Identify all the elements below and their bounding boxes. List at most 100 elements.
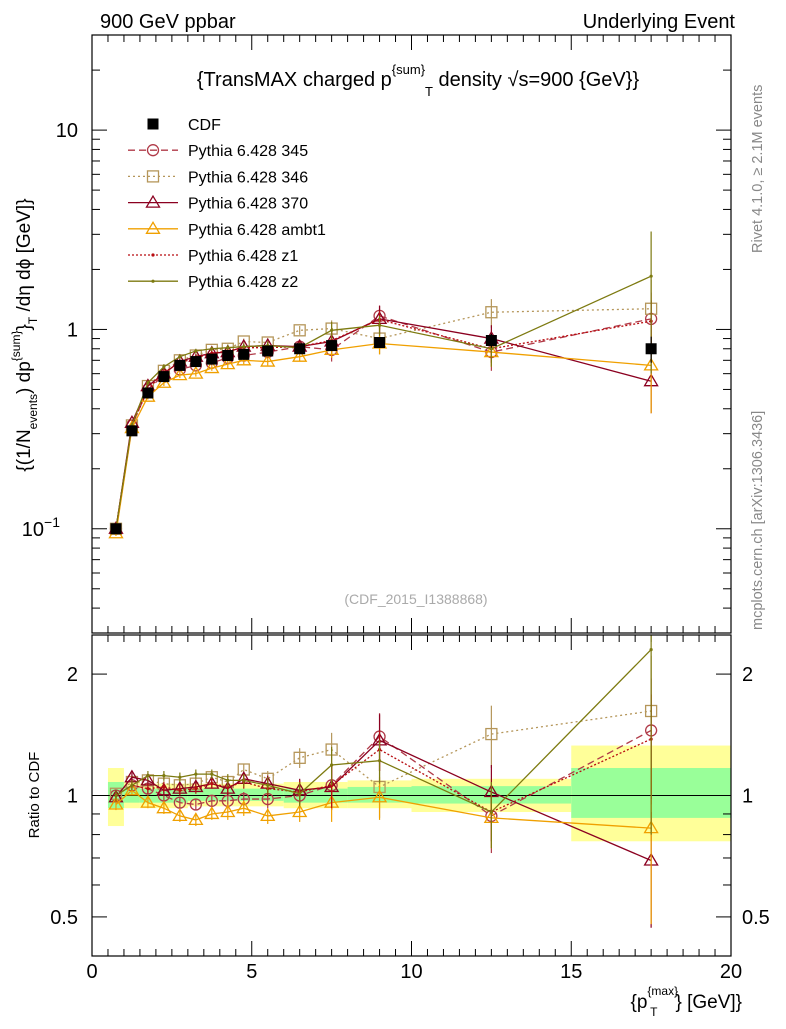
data-point-z2 [226, 346, 230, 350]
data-point-cdf [294, 343, 306, 355]
ratio-point-p346 [293, 751, 306, 764]
series-p345 [109, 292, 658, 535]
ratio-point-ambt1 [172, 808, 188, 822]
ratio-point-z2 [649, 648, 653, 652]
data-point-cdf [326, 340, 338, 352]
ratio-point-z2 [226, 778, 230, 783]
ratio-point-ambt1 [204, 806, 220, 820]
data-point-z2 [489, 347, 493, 351]
x-axis-label: {p{max} T} [GeV]} [631, 984, 743, 1019]
data-point-z2 [210, 347, 214, 351]
main-ylabel: {(1/Nevents) dp{sum}}T /dη dϕ [GeV]} [9, 198, 40, 471]
ratio-series-group [108, 635, 659, 928]
data-point-ambt1 [220, 356, 236, 370]
data-point-z2 [194, 349, 198, 353]
ratio-point-z1 [146, 787, 150, 791]
legend-marker-cdf [147, 118, 159, 130]
data-point-cdf [126, 425, 138, 437]
ratio-point-z2 [130, 783, 134, 787]
data-point-cdf [142, 387, 154, 399]
x-tick-label: 0 [86, 961, 97, 983]
y-tick-label: 1 [67, 319, 78, 341]
series-z1 [114, 300, 653, 532]
ratio-point-ambt1 [124, 782, 140, 796]
ratio-point-ambt1 [220, 804, 236, 818]
analysis-watermark: (CDF_2015_I1388868) [344, 591, 487, 607]
legend-marker-p370 [145, 194, 161, 208]
ratio-point-p370 [156, 782, 172, 796]
series-cdf [110, 333, 657, 535]
legend-marker-p345 [146, 144, 160, 157]
ratio-point-ambt1 [188, 812, 204, 826]
ratio-point-z1 [194, 787, 198, 791]
legend-label-p346: Pythia 6.428 346 [188, 169, 308, 186]
x-tick-label: 10 [400, 961, 422, 983]
data-point-ambt1 [172, 367, 188, 381]
data-point-cdf [222, 350, 234, 362]
data-point-cdf [158, 371, 170, 383]
data-point-z2 [242, 345, 246, 349]
data-point-cdf [190, 356, 202, 368]
ratio-ylabel: Ratio to CDF [26, 752, 43, 839]
legend: CDF Pythia 6.428 345 Pythia 6.428 346 Pythi… [128, 117, 326, 291]
data-point-ambt1 [188, 365, 204, 379]
ratio-y-tick-label-right: 2 [742, 664, 753, 686]
x-tick-label: 15 [560, 961, 582, 983]
ratio-y-tick-label-left: 0.5 [50, 907, 78, 929]
data-point-cdf [374, 336, 386, 348]
ratio-point-z1 [178, 788, 182, 792]
legend-label-z2: Pythia 6.428 z2 [188, 274, 298, 291]
data-point-p346 [485, 306, 498, 319]
ratio-y-tick-label-left: 1 [67, 786, 78, 808]
ratio-point-ambt1 [292, 804, 308, 818]
x-tick-label: 20 [720, 961, 742, 983]
legend-marker-p346 [146, 170, 160, 183]
ratio-line-p345 [115, 729, 652, 817]
ratio-point-z2 [178, 775, 182, 779]
ratio-point-z2 [266, 783, 270, 787]
plot-title: {TransMAX charged p{sum}T density √s=900… [197, 62, 640, 99]
ratio-point-z2 [489, 810, 493, 814]
ratio-point-z2 [146, 774, 150, 778]
data-point-cdf [262, 345, 274, 357]
data-point-p346 [293, 324, 306, 337]
ratio-point-z2 [194, 772, 198, 776]
x-tick-labels: 0 5 10 15 20 [86, 961, 742, 983]
data-point-z2 [330, 328, 334, 332]
y-tick-label: 10−1 [22, 514, 60, 541]
legend-marker-ambt1 [145, 221, 161, 234]
ratio-y-tick-label-left: 2 [67, 664, 78, 686]
legend-label-p370: Pythia 6.428 370 [188, 196, 308, 213]
series-line-z2 [115, 275, 652, 529]
ratio-point-p346 [485, 727, 498, 741]
data-point-cdf [110, 523, 122, 535]
legend-label-p345: Pythia 6.428 345 [188, 143, 308, 160]
y-tick-label: 10 [56, 120, 78, 142]
data-point-ambt1 [204, 360, 220, 374]
ratio-point-z2 [114, 793, 118, 798]
x-tick-label: 5 [246, 961, 257, 983]
header-right: Underlying Event [583, 11, 736, 33]
mcplots-label: mcplots.cern.ch [arXiv:1306.3436] [750, 411, 766, 630]
ratio-point-z2 [162, 774, 166, 778]
ratio-plot-frame [91, 634, 732, 957]
legend-marker-z2 [151, 279, 155, 283]
main-axes-ticks: 10−1 1 10 [22, 34, 732, 634]
ratio-y-tick-label-right: 0.5 [742, 907, 770, 929]
ratio-point-z2 [330, 763, 334, 767]
header-left: 900 GeV ppbar [100, 11, 236, 33]
data-point-cdf [174, 359, 186, 371]
data-point-z2 [649, 274, 653, 278]
data-point-ambt1 [260, 353, 276, 367]
ratio-point-z1 [210, 782, 214, 786]
ratio-point-ambt1 [156, 800, 172, 814]
data-point-cdf [485, 335, 497, 347]
ratio-point-z1 [162, 785, 166, 789]
data-point-z2 [377, 323, 382, 327]
ratio-point-z2 [298, 792, 302, 796]
ratio-point-ambt1 [236, 800, 252, 814]
ratio-point-ambt1 [140, 794, 156, 808]
legend-label-ambt1: Pythia 6.428 ambt1 [188, 222, 326, 239]
data-point-z2 [146, 381, 150, 385]
